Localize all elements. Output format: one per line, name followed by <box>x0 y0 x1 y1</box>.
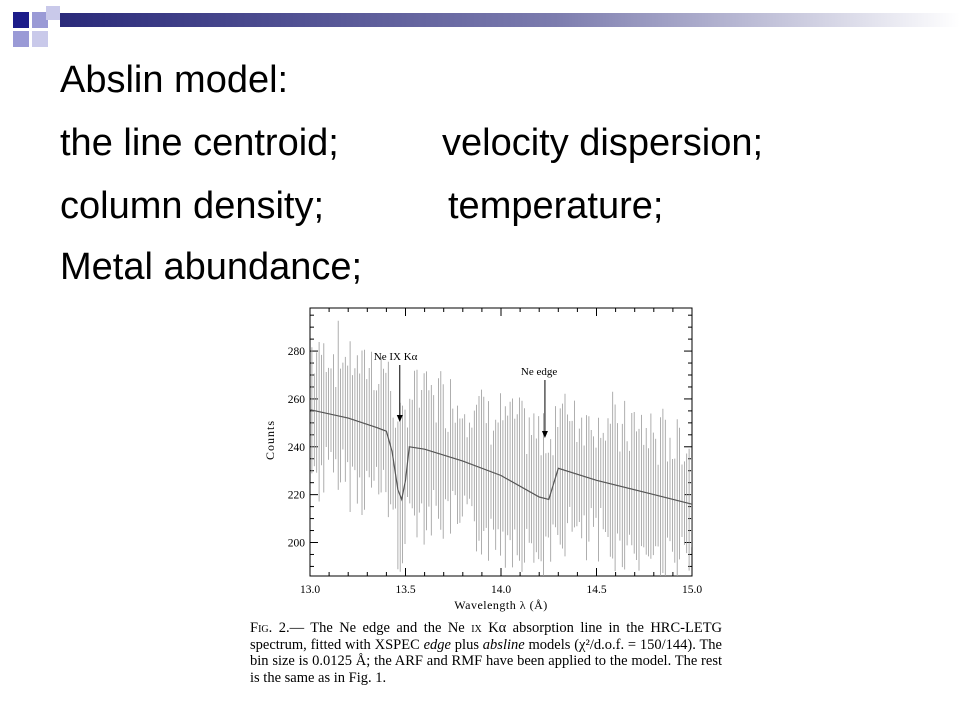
deco-square-light <box>32 31 48 47</box>
x-tick-label: 15.0 <box>682 584 702 596</box>
caption-emphasis: edge <box>423 636 451 653</box>
line-text-right: velocity dispersion; <box>442 122 764 164</box>
model-curve <box>309 409 693 505</box>
annotation-arrowhead <box>541 431 548 438</box>
caption-number: 2.— <box>278 620 305 636</box>
x-tick-label: 14.5 <box>586 584 606 596</box>
y-axis-label: Counts <box>263 420 277 460</box>
slide-line-1: Abslin model: <box>60 58 288 102</box>
caption-text: models (χ²/d.o.f. = 150/144). The bin si… <box>250 636 722 686</box>
x-tick-label: 13.5 <box>395 584 415 596</box>
caption-label: Fig. <box>250 620 273 636</box>
y-tick-label: 200 <box>288 538 306 550</box>
caption-emphasis: absline <box>482 636 525 653</box>
deco-square-lavender-left <box>13 31 29 47</box>
slide-line-3: column density; temperature; <box>60 184 663 228</box>
plot-frame <box>309 307 693 577</box>
y-tick-label: 260 <box>288 394 306 406</box>
line-text: Metal abundance; <box>60 246 363 288</box>
line-text-left: column density; <box>60 185 325 227</box>
y-tick-label: 240 <box>288 442 306 454</box>
line-text: Abslin model: <box>60 59 289 101</box>
deco-square-navy <box>13 12 29 28</box>
axis-ticks: 200 220 240 260 280 13.0 13.5 14.0 14.5 15.0 <box>288 308 702 596</box>
slide-header-decoration <box>13 6 960 47</box>
x-axis-label: Wavelength λ (Å) <box>454 598 548 612</box>
line-text-left: the line centroid; <box>60 122 339 164</box>
y-tick-label: 220 <box>288 490 306 502</box>
annotation-label: Ne edge <box>521 366 557 378</box>
annotation-arrowhead <box>396 415 403 422</box>
caption-text: The Ne edge and the Ne <box>310 620 465 636</box>
annotation-label: Ne IX Kα <box>374 351 418 363</box>
slide-line-4: Metal abundance; <box>60 245 362 289</box>
deco-square-lavender-top <box>32 12 48 28</box>
x-tick-label: 13.0 <box>300 584 320 596</box>
line-text-right: temperature; <box>448 185 664 227</box>
x-tick-label: 14.0 <box>491 584 511 596</box>
caption-roman: ix <box>471 620 482 636</box>
y-tick-label: 280 <box>288 346 306 358</box>
deco-square-pale <box>46 6 60 20</box>
spectrum-figure: 200 220 240 260 280 13.0 13.5 14.0 14.5 15.0 Ne I… <box>263 307 702 612</box>
figure-caption: Fig. 2.— The Ne edge and the Ne ix Kα ab… <box>250 620 722 686</box>
slide-line-2: the line centroid; velocity dispersion; <box>60 121 763 165</box>
header-gradient-bar <box>60 13 960 27</box>
error-bars <box>311 320 692 576</box>
caption-text: Kα absorption line in the HRC-LETG spect… <box>250 620 723 653</box>
caption-text: plus <box>454 636 479 653</box>
annotations: Ne IX Kα Ne edge <box>374 351 557 438</box>
